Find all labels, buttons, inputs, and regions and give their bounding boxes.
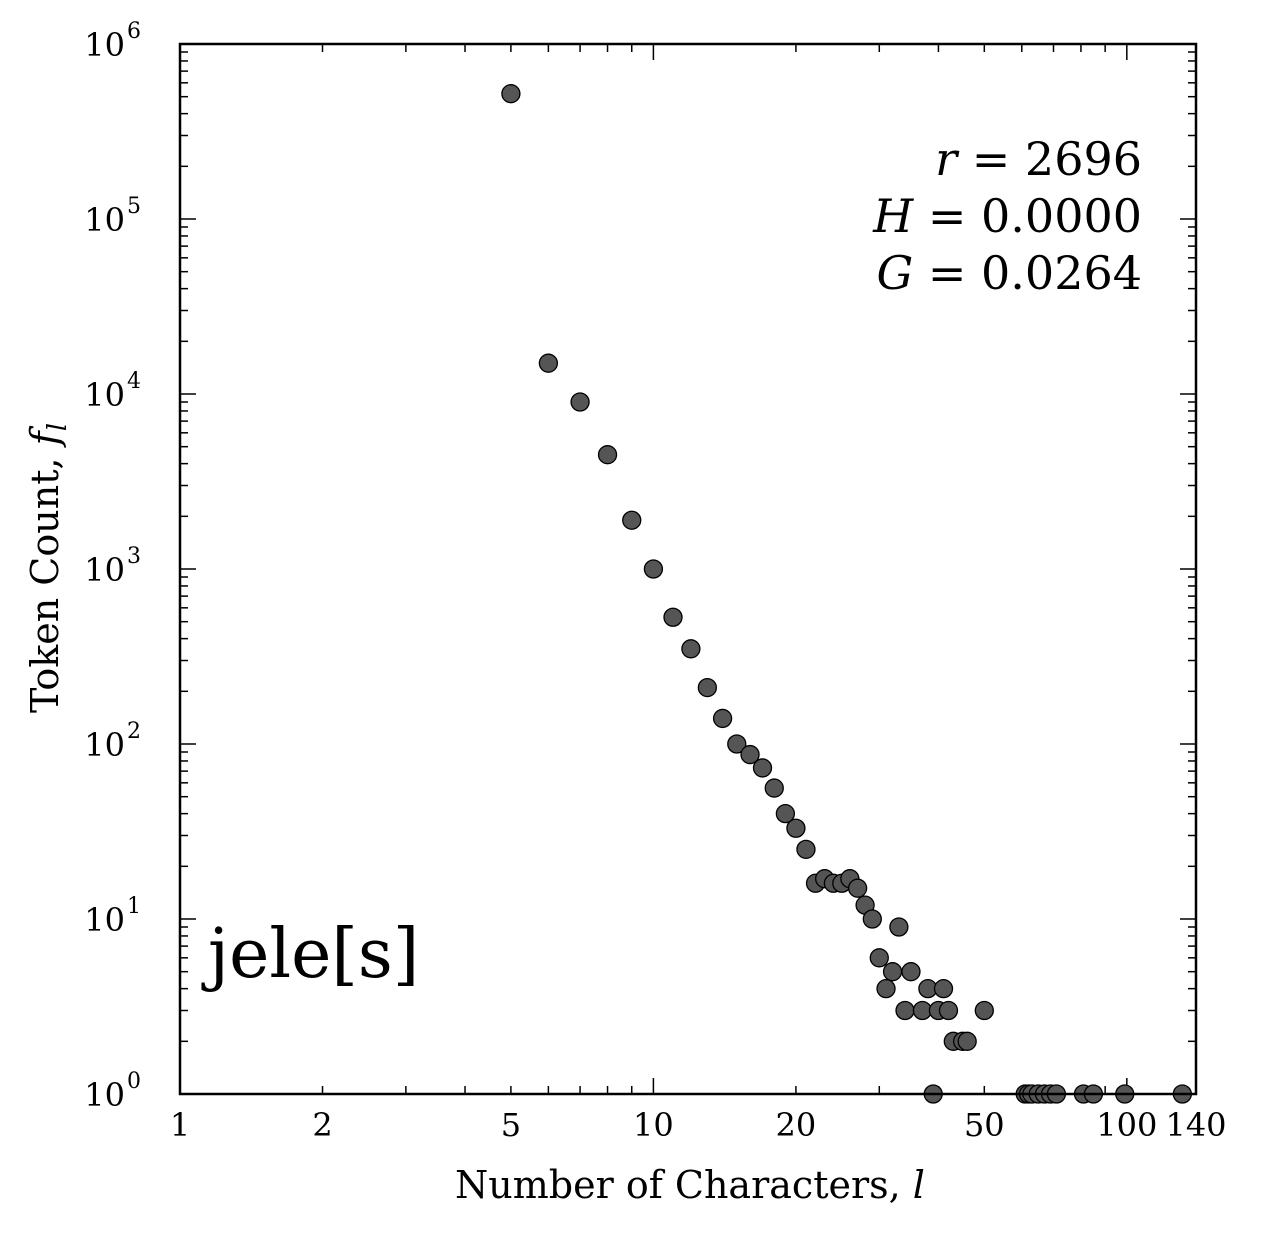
data-point <box>643 559 664 579</box>
data-point <box>622 510 642 530</box>
y-tick-label: 10 <box>84 901 125 939</box>
x-tick-label: 140 <box>1165 1106 1226 1144</box>
data-point <box>712 708 733 729</box>
stat-r: r = 2696 <box>935 132 1142 186</box>
data-point <box>681 639 701 659</box>
x-tick-label: 2 <box>312 1106 332 1144</box>
stat-h-value: = 0.0000 <box>928 189 1142 243</box>
y-tick-label-exponent: 3 <box>127 544 141 569</box>
x-tick-label: 50 <box>964 1106 1005 1144</box>
stat-g-var: G <box>877 246 914 300</box>
plot-frame <box>178 42 1198 1096</box>
x-tick-label: 1 <box>170 1106 190 1144</box>
y-tick-label: 10 <box>84 726 125 764</box>
data-point <box>775 803 796 824</box>
y-tick-label: 10 <box>84 376 125 414</box>
stat-h: H = 0.0000 <box>872 189 1142 243</box>
data-point <box>901 962 921 982</box>
data-point <box>933 978 954 999</box>
data-point <box>697 677 718 698</box>
y-tick-label-exponent: 0 <box>127 1069 141 1094</box>
data-point <box>740 744 760 765</box>
minor-ticks <box>180 44 1196 1094</box>
data-point <box>876 978 896 999</box>
y-tick-label: 10 <box>84 1076 125 1114</box>
y-tick-label-exponent: 6 <box>127 19 141 44</box>
data-point <box>752 758 773 778</box>
data-point <box>786 818 806 838</box>
y-tick-label: 10 <box>84 26 125 64</box>
x-tick-labels: 1 2 5 10 20 50 100 140 <box>170 1106 1227 1144</box>
stat-g-value: = 0.0264 <box>928 246 1142 300</box>
data-point <box>889 917 909 937</box>
data-points <box>501 84 1192 1104</box>
y-tick-label-exponent: 2 <box>127 719 141 744</box>
data-point <box>727 734 747 754</box>
x-tick-label: 5 <box>501 1106 521 1144</box>
stat-r-var: r <box>935 132 960 186</box>
y-tick-label-exponent: 1 <box>127 894 141 919</box>
stat-g: G = 0.0264 <box>877 246 1143 300</box>
data-point <box>847 878 868 898</box>
x-tick-label: 100 <box>1096 1106 1157 1144</box>
stat-r-value: = 2696 <box>972 132 1142 186</box>
y-tick-label-exponent: 5 <box>127 194 141 219</box>
y-tick-label: 10 <box>84 201 125 239</box>
data-point <box>538 353 559 373</box>
x-axis-title-text: Number of Characters, <box>455 1163 901 1207</box>
data-point <box>862 909 882 929</box>
y-axis-variable-subscript: l <box>43 423 73 431</box>
y-axis-title-text: Token Count, <box>23 457 67 713</box>
data-point <box>869 948 889 968</box>
data-point <box>957 1031 977 1051</box>
data-point <box>764 778 784 798</box>
y-axis-title: Token Count, fl <box>23 423 73 713</box>
data-point <box>938 1000 959 1021</box>
data-point <box>882 962 903 982</box>
x-tick-label: 10 <box>633 1106 674 1144</box>
data-point <box>663 607 683 627</box>
data-point <box>974 1000 994 1021</box>
data-point <box>895 1000 915 1021</box>
word-annotation: jele[s] <box>201 915 419 994</box>
y-tick-label: 10 <box>84 551 125 589</box>
data-point <box>912 1000 933 1021</box>
data-point <box>570 392 590 412</box>
data-point <box>597 445 618 465</box>
x-axis-title: Number of Characters, l <box>455 1163 925 1207</box>
x-axis-variable: l <box>913 1163 925 1207</box>
data-point <box>501 84 521 104</box>
y-tick-label-exponent: 4 <box>127 369 141 394</box>
stat-h-var: H <box>872 189 914 243</box>
data-point <box>796 839 816 860</box>
x-tick-label: 20 <box>776 1106 817 1144</box>
